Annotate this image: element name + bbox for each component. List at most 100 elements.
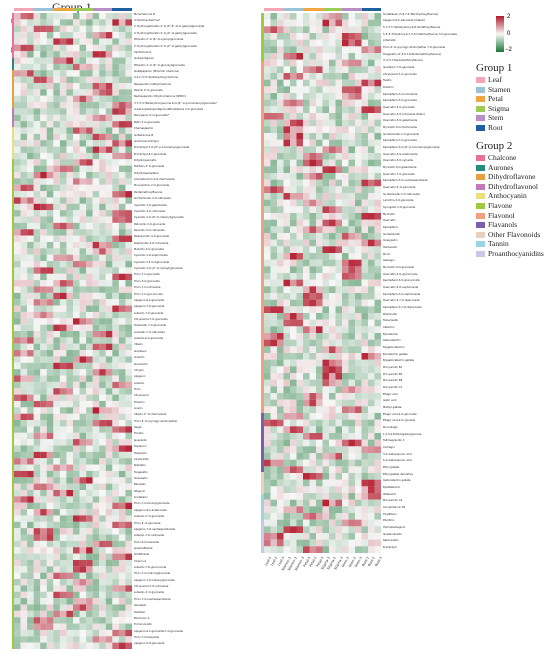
heatmap-cell xyxy=(73,63,80,71)
heatmap-cell xyxy=(112,210,119,217)
heatmap-cell xyxy=(290,453,297,460)
heatmap-cell xyxy=(73,477,80,484)
heatmap-cell xyxy=(322,299,330,307)
heatmap-cell xyxy=(335,139,343,147)
row-label: Gallocatechin gallate xyxy=(383,479,411,483)
heatmap-cell xyxy=(277,299,284,307)
heatmap-cell xyxy=(14,191,21,198)
heatmap-cell xyxy=(86,19,93,26)
heatmap-cell xyxy=(303,353,310,360)
heatmap-cell xyxy=(322,526,330,534)
heatmap-cell xyxy=(99,82,106,90)
heatmap-cell xyxy=(53,407,60,414)
heatmap-cell xyxy=(99,375,106,382)
heatmap-cell xyxy=(86,159,93,166)
heatmap-cell xyxy=(277,153,284,160)
heatmap-cell xyxy=(125,350,132,357)
heatmap-cell xyxy=(27,623,34,630)
row-label: Morin xyxy=(383,252,391,256)
heatmap-cell xyxy=(59,311,67,319)
heatmap-cell xyxy=(348,86,356,94)
heatmap-cell xyxy=(125,528,132,535)
heatmap-cell xyxy=(118,509,126,516)
row-label: Procyanidin B1 xyxy=(383,366,403,370)
heatmap-cell xyxy=(118,547,126,554)
heatmap-cell xyxy=(99,420,106,427)
heatmap-cell xyxy=(105,356,113,363)
heatmap-cell xyxy=(290,213,297,220)
group2-strip-segment xyxy=(12,13,14,58)
heatmap-cell xyxy=(27,184,34,192)
heatmap-cell xyxy=(322,426,330,434)
heatmap-cell xyxy=(33,636,41,643)
heatmap-cell xyxy=(40,610,47,618)
row-label: Diosmin xyxy=(134,400,145,404)
heatmap-cell xyxy=(348,193,356,200)
heatmap-cell xyxy=(329,199,336,207)
heatmap-cell xyxy=(33,629,41,637)
heatmap-cell xyxy=(27,286,34,293)
heatmap-cell xyxy=(342,233,349,240)
heatmap-cell xyxy=(316,233,323,240)
heatmap-cell xyxy=(53,146,60,153)
heatmap-cell xyxy=(92,553,100,561)
heatmap-cell xyxy=(316,266,323,274)
heatmap-cell xyxy=(264,119,271,127)
heatmap-cell xyxy=(290,66,297,74)
heatmap-cell xyxy=(361,206,369,214)
heatmap-cell xyxy=(303,159,310,167)
heatmap-cell xyxy=(66,642,74,649)
heatmap-cell xyxy=(348,286,356,294)
heatmap-cell xyxy=(118,38,126,45)
heatmap-cell xyxy=(296,126,304,134)
heatmap-cell xyxy=(33,299,41,306)
heatmap-cell xyxy=(118,63,126,71)
heatmap-cell xyxy=(374,79,381,87)
heatmap-cell xyxy=(40,191,47,198)
heatmap-cell xyxy=(46,76,54,84)
heatmap-cell xyxy=(66,540,74,548)
heatmap-cell xyxy=(73,388,80,395)
heatmap-cell xyxy=(33,44,41,52)
heatmap-cell xyxy=(27,553,34,561)
heatmap-cell xyxy=(329,106,336,114)
heatmap-cell xyxy=(99,451,106,459)
heatmap-cell xyxy=(283,533,291,540)
heatmap-cell xyxy=(14,108,21,115)
heatmap-cell xyxy=(86,458,93,465)
row-label: Cyanidin-3-O-rutinoside xyxy=(134,209,165,213)
heatmap-cell xyxy=(368,99,375,107)
heatmap-cell xyxy=(112,534,119,541)
heatmap-cell xyxy=(73,203,80,211)
heatmap-cell xyxy=(105,146,113,153)
heatmap-cell xyxy=(322,506,330,514)
heatmap-cell xyxy=(322,93,330,100)
heatmap-cell xyxy=(46,598,54,605)
heatmap-cell xyxy=(112,598,119,605)
row-label: Corilagin xyxy=(383,446,395,450)
heatmap-cell xyxy=(99,95,106,103)
heatmap-cell xyxy=(112,89,119,96)
heatmap-cell xyxy=(66,159,74,166)
heatmap-cell xyxy=(79,152,87,160)
heatmap-cell xyxy=(355,453,362,460)
heatmap-cell xyxy=(329,266,336,274)
heatmap-cell xyxy=(270,233,278,240)
heatmap-cell xyxy=(112,133,119,141)
heatmap-cell xyxy=(322,519,330,527)
heatmap-cell xyxy=(329,186,336,194)
heatmap-cell xyxy=(270,439,278,447)
heatmap-cell xyxy=(66,267,74,274)
heatmap-cell xyxy=(46,610,54,618)
heatmap-cell xyxy=(125,210,132,217)
heatmap-cell xyxy=(105,388,113,395)
heatmap-cell xyxy=(33,140,41,147)
heatmap-cell xyxy=(20,25,28,33)
heatmap-cell xyxy=(53,51,60,58)
row-label: Aromadendrin-3-O-rhamnoside xyxy=(134,178,175,182)
heatmap-cell xyxy=(296,313,304,320)
group1-strip-segment xyxy=(14,8,34,11)
heatmap-cell xyxy=(329,66,336,74)
heatmap-cell xyxy=(264,413,271,420)
heatmap-cell xyxy=(283,239,291,247)
